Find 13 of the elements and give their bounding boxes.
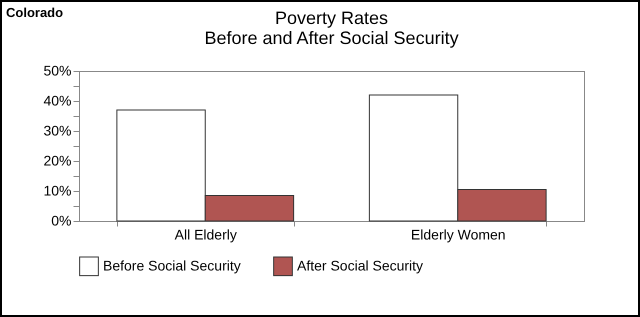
legend-label: Before Social Security bbox=[103, 257, 241, 274]
text: Poverty Rates bbox=[274, 8, 388, 28]
y-tick-label: 0% bbox=[51, 212, 72, 228]
y-tick-label: 20% bbox=[43, 152, 72, 168]
legend-label: After Social Security bbox=[297, 257, 424, 274]
y-tick-label: 40% bbox=[43, 92, 72, 108]
y-tick-label: 50% bbox=[43, 62, 72, 78]
y-tick-label: 30% bbox=[43, 122, 72, 138]
text: Colorado bbox=[6, 5, 64, 20]
text: Before and After Social Security bbox=[204, 28, 459, 48]
x-tick-label: All Elderly bbox=[174, 226, 237, 242]
y-tick-label: 10% bbox=[43, 182, 72, 198]
x-tick-label: Elderly Women bbox=[410, 226, 506, 242]
